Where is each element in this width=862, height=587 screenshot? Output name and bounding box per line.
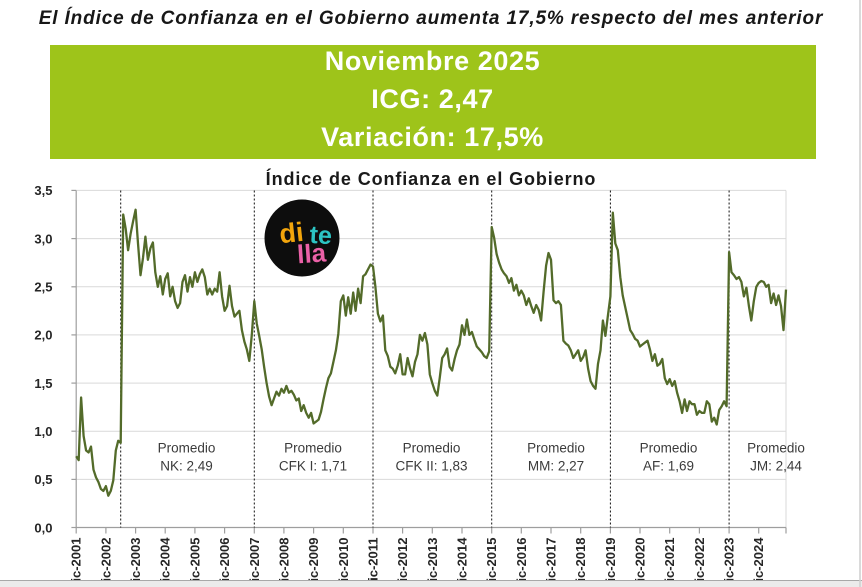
svg-text:Promedio: Promedio [640,441,698,456]
svg-text:MM: 2,27: MM: 2,27 [528,459,584,474]
svg-text:Dic-2008: Dic-2008 [276,538,291,587]
svg-text:Promedio: Promedio [158,441,216,456]
svg-text:Dic-2017: Dic-2017 [544,538,559,587]
svg-text:3,5: 3,5 [34,183,52,198]
svg-text:Dic-2020: Dic-2020 [633,538,648,587]
svg-text:Promedio: Promedio [284,441,342,456]
svg-text:di: di [278,217,305,249]
svg-text:NK: 2,49: NK: 2,49 [160,459,213,474]
svg-text:Promedio: Promedio [747,441,805,456]
svg-text:Dic-2002: Dic-2002 [98,538,113,587]
svg-text:Promedio: Promedio [403,441,461,456]
svg-text:Promedio: Promedio [527,441,585,456]
svg-text:Dic-2009: Dic-2009 [306,538,321,587]
svg-text:0,5: 0,5 [34,472,52,487]
svg-text:Dic-2010: Dic-2010 [336,538,351,587]
svg-text:te: te [309,221,333,250]
svg-text:JM: 2,44: JM: 2,44 [750,459,802,474]
svg-text:Dic-2023: Dic-2023 [722,538,737,587]
svg-text:Dic-2012: Dic-2012 [395,538,410,587]
svg-text:Dic-2022: Dic-2022 [692,538,707,587]
svg-text:3,0: 3,0 [34,231,52,246]
svg-text:Dic-2004: Dic-2004 [158,537,173,587]
svg-text:2,0: 2,0 [34,328,52,343]
svg-text:Dic-2005: Dic-2005 [187,538,202,587]
svg-text:Dic-2007: Dic-2007 [247,538,262,587]
svg-text:1,0: 1,0 [34,424,52,439]
svg-text:CFK II: 1,83: CFK II: 1,83 [395,459,467,474]
svg-text:Dic-2013: Dic-2013 [425,538,440,587]
svg-text:Dic-2024: Dic-2024 [751,537,766,587]
svg-text:1,5: 1,5 [34,376,52,391]
svg-text:Dic-2006: Dic-2006 [217,538,232,587]
svg-text:AF: 1,69: AF: 1,69 [643,459,694,474]
svg-text:CFK I: 1,71: CFK I: 1,71 [279,459,347,474]
svg-text:Dic-2016: Dic-2016 [514,538,529,587]
svg-text:Dic-2003: Dic-2003 [128,538,143,587]
svg-text:Dic-2014: Dic-2014 [455,537,470,587]
svg-text:Dic-2011: Dic-2011 [366,538,381,587]
svg-text:Dic-2018: Dic-2018 [573,538,588,587]
svg-text:Dic-2015: Dic-2015 [484,538,499,587]
svg-text:lla: lla [296,237,327,269]
svg-text:Dic-2001: Dic-2001 [69,538,84,587]
svg-text:2,5: 2,5 [34,280,52,295]
svg-text:0,0: 0,0 [34,520,52,535]
svg-text:Dic-2019: Dic-2019 [603,538,618,587]
svg-text:Dic-2021: Dic-2021 [662,538,677,587]
